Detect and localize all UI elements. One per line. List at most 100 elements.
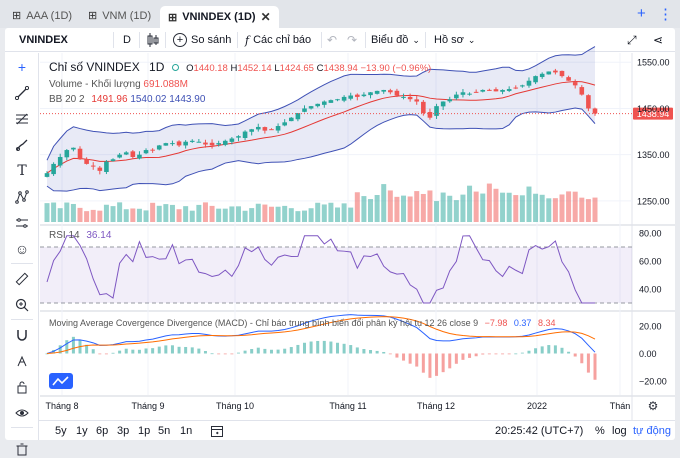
volume-bar <box>348 207 354 222</box>
macd-histogram-bar <box>408 353 412 364</box>
volume-bar <box>288 208 294 222</box>
candle-body <box>64 150 70 158</box>
indicators-button[interactable]: f Các chỉ báo <box>245 32 311 48</box>
macd-histogram-bar <box>342 343 346 354</box>
candle-body <box>196 141 202 143</box>
fullscreen-icon[interactable]: ⤢ <box>627 32 637 47</box>
share-icon[interactable]: ⋖ <box>653 33 664 47</box>
volume-bar <box>354 192 360 222</box>
range-1p[interactable]: 1p <box>138 425 151 437</box>
stay-in-drawing-icon[interactable] <box>13 352 31 370</box>
eye-icon[interactable] <box>13 404 31 422</box>
magnet-icon[interactable] <box>13 326 31 344</box>
crosshair-icon[interactable]: + <box>17 59 27 75</box>
macd-histogram-bar <box>369 350 373 354</box>
macd-histogram-bar <box>441 353 445 373</box>
legend-interval: 1D <box>149 60 165 74</box>
macd-histogram-bar <box>448 353 452 369</box>
candle-body <box>513 87 519 89</box>
log-toggle[interactable]: log <box>612 425 627 437</box>
emoji-icon[interactable]: ☺ <box>14 241 30 257</box>
trash-icon[interactable] <box>13 440 31 458</box>
range-1n[interactable]: 1n <box>180 425 193 437</box>
macd-histogram-bar <box>104 353 108 355</box>
range-5y[interactable]: 5y <box>55 425 67 437</box>
clock-time[interactable]: 20:25:42 (UTC+7) <box>495 425 584 437</box>
candle-body <box>335 99 340 101</box>
pattern-icon[interactable] <box>13 188 31 206</box>
volume-bar <box>592 197 598 222</box>
tab-vnindex[interactable]: ⊞ VNINDEX (1D) ✕ <box>160 6 279 28</box>
macd-signal-value: 8.34 <box>537 318 556 328</box>
tab-vnm[interactable]: ⊞ VNM (1D) <box>88 5 151 26</box>
volume-bar <box>44 203 50 222</box>
close-icon[interactable]: ✕ <box>260 10 271 24</box>
candle-body <box>374 90 380 94</box>
volume-bar <box>407 196 413 222</box>
text-tool-icon[interactable]: T <box>17 163 27 179</box>
volume-bar <box>176 209 182 222</box>
chart-canvas[interactable]: 1438.94 1550.00 1450.00 1350.00 1250.00 80.00… <box>5 28 675 440</box>
interval-selector[interactable]: D <box>123 34 131 46</box>
volume-bar <box>519 195 525 222</box>
price-axis-label: 1450.00 <box>637 104 670 114</box>
brush-icon[interactable] <box>13 136 31 154</box>
macd-histogram-bar <box>454 353 458 364</box>
macd-histogram-bar <box>45 353 49 355</box>
volume-bar <box>387 190 393 222</box>
chart-type-dropdown[interactable]: Biểu đồ ⌄ <box>371 32 420 48</box>
macd-label: Moving Average Covergence Divergence (MA… <box>49 318 479 328</box>
macd-histogram-bar <box>250 349 254 354</box>
macd-histogram-bar <box>302 342 306 354</box>
add-tab-icon[interactable]: + <box>637 5 646 22</box>
compare-button[interactable]: + So sánh <box>173 32 231 48</box>
undo-icon[interactable]: ↶ <box>327 33 338 47</box>
tradingview-logo-mark <box>52 376 69 386</box>
macd-histogram-bar <box>236 352 240 354</box>
candle-style-icon[interactable] <box>147 32 159 48</box>
range-5n[interactable]: 5n <box>158 425 171 437</box>
macd-histogram-bar <box>177 346 181 354</box>
percent-toggle[interactable]: % <box>595 425 605 437</box>
time-axis-label: Tháng 8 <box>45 401 78 411</box>
chevron-down-icon: ⌄ <box>467 34 476 45</box>
price-axis-label: 1350.00 <box>637 150 670 160</box>
volume-bar <box>427 190 433 222</box>
tab-aaa[interactable]: ⊞ AAA (1D) <box>12 5 72 26</box>
candle-body <box>255 126 261 130</box>
volume-bar <box>282 205 288 222</box>
volume-bar <box>222 208 228 222</box>
candle-body <box>487 89 492 91</box>
redo-icon[interactable]: ↷ <box>347 33 358 47</box>
symbol-search[interactable]: VNINDEX <box>19 34 68 46</box>
trendline-icon[interactable] <box>13 84 31 102</box>
range-3p[interactable]: 3p <box>117 425 130 437</box>
range-6p[interactable]: 6p <box>96 425 109 437</box>
macd-histogram-bar <box>593 353 597 380</box>
candle-body <box>288 117 294 122</box>
ruler-icon[interactable] <box>13 270 31 288</box>
candle-body <box>559 70 565 77</box>
more-menu-icon[interactable]: ⋮ <box>658 6 673 23</box>
candle-body <box>222 140 228 145</box>
goto-date-icon[interactable] <box>210 424 224 441</box>
macd-histogram-bar <box>210 353 214 355</box>
macd-histogram-bar <box>402 353 406 361</box>
candle-body <box>51 163 56 175</box>
auto-toggle[interactable]: tự động <box>633 425 671 437</box>
volume-bar <box>420 193 426 222</box>
candle-body <box>322 101 327 105</box>
candle-body <box>262 127 268 131</box>
lock-icon[interactable] <box>13 378 31 396</box>
prediction-icon[interactable] <box>13 214 31 232</box>
macd-axis-label: 0.00 <box>639 349 657 359</box>
macd-histogram-bar <box>395 353 399 358</box>
fib-icon[interactable] <box>13 110 31 128</box>
range-1y[interactable]: 1y <box>76 425 88 437</box>
candle-body <box>117 154 122 158</box>
macd-histogram-bar <box>283 348 287 354</box>
candle-body <box>216 143 221 145</box>
tab-label: VNM (1D) <box>102 9 152 22</box>
profile-dropdown[interactable]: Hồ sơ ⌄ <box>434 32 475 48</box>
zoom-in-icon[interactable] <box>13 296 31 314</box>
